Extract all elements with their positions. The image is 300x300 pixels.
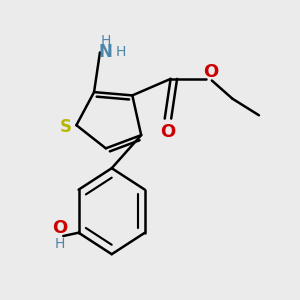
Text: O: O	[203, 63, 218, 81]
Text: S: S	[60, 118, 72, 136]
Text: H: H	[54, 237, 64, 251]
Text: O: O	[160, 123, 175, 141]
Text: H: H	[116, 45, 126, 59]
Text: O: O	[52, 219, 67, 237]
Text: H: H	[100, 34, 111, 48]
Text: N: N	[99, 44, 113, 62]
